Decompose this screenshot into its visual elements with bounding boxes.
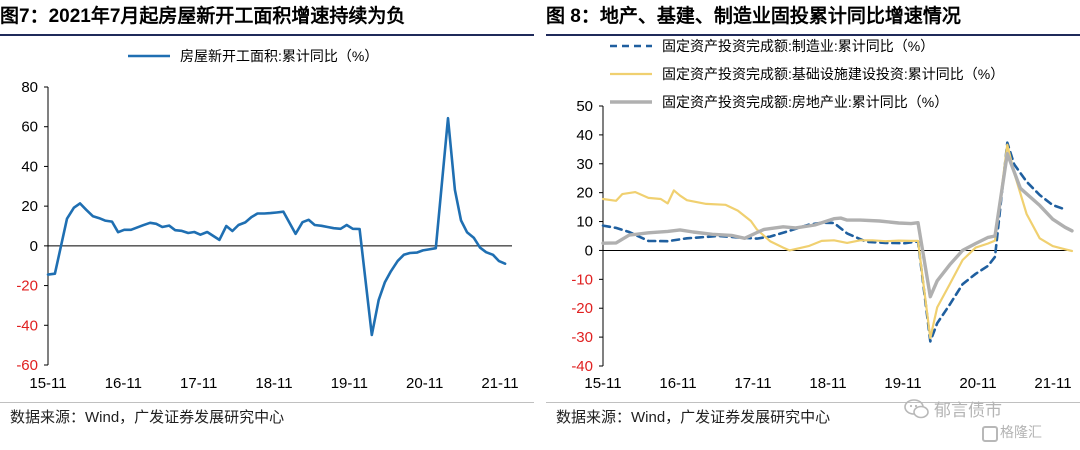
left-chart-title: 图7：2021年7月起房屋新开工面积增速持续为负 [0,6,406,27]
right-y-tick-label: -10 [571,271,593,288]
right-source-rule [546,402,1080,403]
left-x-tick-label: 19-11 [331,375,368,392]
left-y-tick-label: 40 [21,158,38,175]
right-x-tick-label: 20-11 [959,375,996,392]
right-y-tick-label: 10 [576,214,593,231]
right-series-line-3 [601,151,1074,299]
left-y-tick-label: -20 [16,278,38,295]
right-y-tick-label: -40 [571,358,593,375]
left-y-tick-label: -40 [16,317,38,334]
right-y-tick-label: 40 [576,127,593,144]
left-source-note: 数据来源：Wind，广发证券发展研究中心 [10,409,285,426]
right-y-tick-label: -20 [571,300,593,317]
right-legend-label-1: 固定资产投资完成额:制造业:累计同比（%） [662,38,934,54]
right-series-line-1 [601,141,1067,343]
wechat-icon [904,399,929,419]
right-x-tick-label: 16-11 [659,375,696,392]
right-x-tick-label: 19-11 [884,375,921,392]
right-legend-label-2: 固定资产投资完成额:基础设施建设投资:累计同比（%） [662,66,1004,82]
left-source-rule [0,402,534,403]
right-y-tick-label: 50 [576,98,593,115]
watermark-sub: 格隆汇 [1000,424,1042,440]
watermark: 郁言债市 格隆汇 [904,392,1074,446]
left-x-tick-label: 20-11 [406,375,443,392]
right-source-note: 数据来源：Wind，广发证券发展研究中心 [556,409,831,426]
right-legend-label-3: 固定资产投资完成额:房地产业:累计同比（%） [662,94,948,110]
left-x-tick-label: 15-11 [29,375,66,392]
right-y-tick-label: 30 [576,156,593,173]
left-y-tick-label: 0 [30,238,38,255]
left-legend-label-1: 房屋新开工面积:累计同比（%） [180,48,378,64]
left-chart-panel: 图7：2021年7月起房屋新开工面积增速持续为负 80 60 40 20 0 -20 -40… [0,0,534,450]
right-y-tick-label: 20 [576,185,593,202]
left-x-tick-label: 21-11 [481,375,518,392]
left-y-tick-label: -60 [16,357,38,374]
right-chart-panel: 图 8：地产、基建、制造业固投累计同比增速情况 50 40 30 20 10 0 -10 -2… [546,0,1080,450]
right-title-rule [546,34,1080,36]
right-y-tick-label: 0 [585,242,593,259]
left-x-tick-label: 18-11 [255,375,292,392]
left-y-tick-label: 20 [21,198,38,215]
left-x-tick-label: 16-11 [105,375,142,392]
left-y-tick-label: 60 [21,119,38,136]
left-y-tick-label: 80 [21,79,38,96]
right-y-tick-label: -30 [571,329,593,346]
watermark-logo-box [982,426,998,442]
right-x-tick-label: 18-11 [809,375,846,392]
right-chart-title: 图 8：地产、基建、制造业固投累计同比增速情况 [546,6,961,27]
left-title-rule [0,34,534,36]
right-x-tick-label: 21-11 [1034,375,1071,392]
right-x-tick-label: 17-11 [734,375,771,392]
left-series-line-1 [46,116,507,337]
watermark-brand: 郁言债市 [934,401,1002,420]
left-x-tick-label: 17-11 [180,375,217,392]
right-x-tick-label: 15-11 [584,375,621,392]
